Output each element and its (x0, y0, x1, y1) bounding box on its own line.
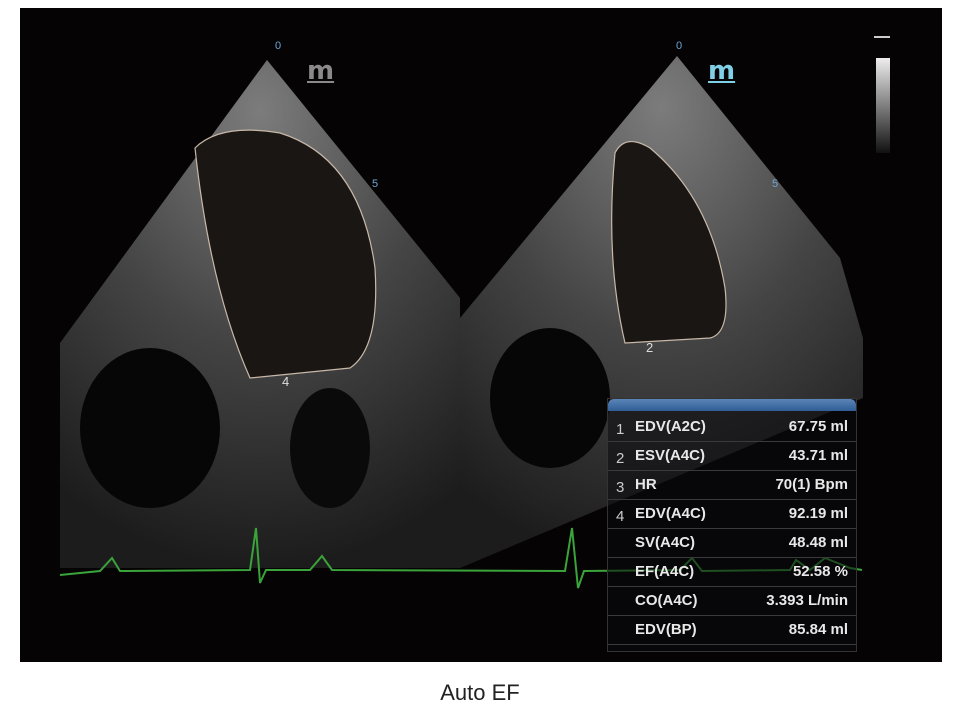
row-index: 4 (616, 508, 625, 525)
measurement-row[interactable]: 4 EDV(A4C) 92.19 ml (608, 500, 856, 529)
measurement-value: 43.71 ml (788, 447, 848, 464)
measurement-value: 3.393 L/min (766, 592, 848, 609)
measurement-label: EDV(BP) (635, 621, 697, 638)
depth-mark-5-left: 5 (372, 178, 379, 190)
grayscale-bar (876, 58, 890, 153)
measurement-value: 92.19 ml (788, 505, 848, 522)
measurement-value: 52.58 % (792, 563, 848, 580)
depth-mark-5-right: 5 (772, 178, 779, 190)
measurement-value: 70(1) Bpm (775, 476, 848, 493)
measurement-row[interactable]: 1 EDV(A2C) 67.75 ml (608, 413, 856, 442)
measurement-value: 67.75 ml (788, 418, 848, 435)
caption: Auto EF (440, 680, 520, 705)
measurement-label: EDV(A2C) (635, 418, 706, 435)
measurement-row[interactable]: EDV(BP) 85.84 ml (608, 616, 856, 645)
depth-mark-0-right: 0 (676, 40, 683, 52)
measurement-value: 48.48 ml (788, 534, 848, 551)
lv-contour-right (611, 141, 727, 344)
measurement-row[interactable]: SV(A4C) 48.48 ml (608, 529, 856, 558)
contour-label-left: 4 (282, 374, 290, 389)
measurement-label: CO(A4C) (635, 592, 698, 609)
measurement-label: EDV(A4C) (635, 505, 706, 522)
grayscale-marker (874, 36, 890, 38)
measurement-row[interactable]: EF(A4C) 52.58 % (608, 558, 856, 587)
contour-label-right: 2 (646, 340, 654, 355)
measurement-row[interactable]: CO(A4C) 3.393 L/min (608, 587, 856, 616)
panel-header[interactable] (608, 399, 856, 411)
lv-contour-left (194, 129, 377, 379)
measurement-label: EF(A4C) (635, 563, 695, 580)
depth-mark-0-left: 0 (275, 40, 282, 52)
measurement-value: 85.84 ml (788, 621, 848, 638)
row-index: 1 (616, 421, 625, 438)
mode-logo-right: m (708, 56, 736, 86)
measurement-label: HR (635, 476, 657, 493)
measurement-row[interactable]: 3 HR 70(1) Bpm (608, 471, 856, 500)
measurement-panel: 1 EDV(A2C) 67.75 ml 2 ESV(A4C) 43.71 ml 3 … (607, 398, 857, 652)
ultrasound-screen: m m 0 5 0 5 4 2 1 EDV(A2C) 67.75 ml 2 ESV… (20, 8, 942, 662)
measurement-label: ESV(A4C) (635, 447, 706, 464)
measurement-label: SV(A4C) (635, 534, 696, 551)
row-index: 3 (616, 479, 625, 496)
mode-logo-left: m (307, 56, 335, 86)
measurement-row[interactable]: 2 ESV(A4C) 43.71 ml (608, 442, 856, 471)
row-index: 2 (616, 450, 625, 467)
